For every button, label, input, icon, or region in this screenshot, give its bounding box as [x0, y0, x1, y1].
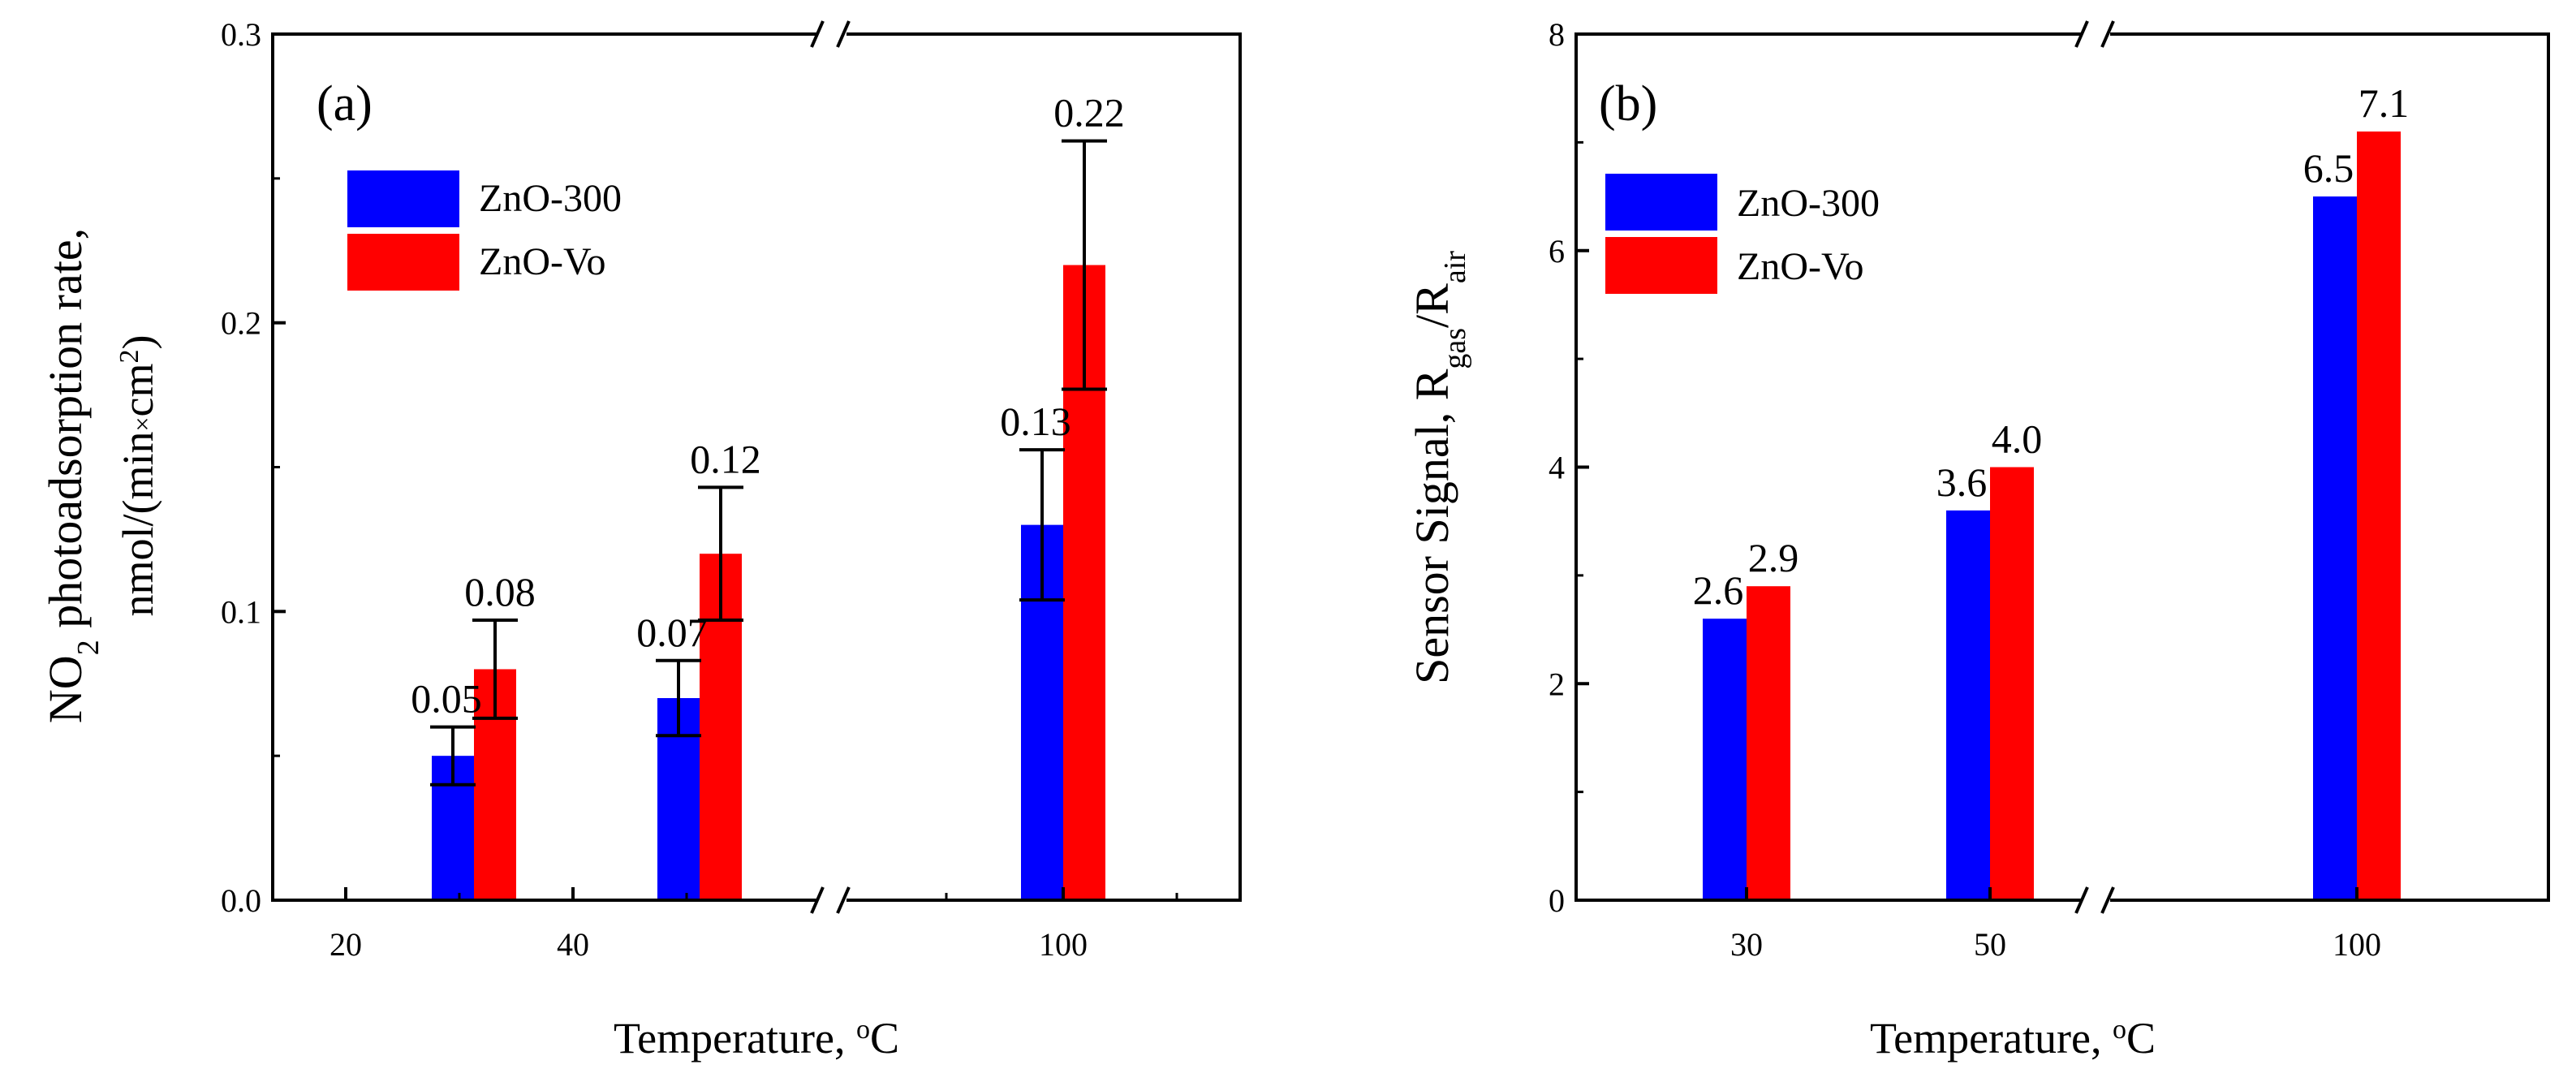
x-tick-label: 100 — [1039, 926, 1088, 963]
panel-b-y-axis-title: Sensor Signal, Rgas/Rair — [1406, 251, 1472, 684]
panel-b-bars — [1703, 131, 2401, 901]
error-bar — [430, 725, 476, 787]
error-bar — [656, 658, 701, 738]
panel-b-legend-swatch-znovo — [1605, 237, 1717, 294]
panel-a-y-axis-title: nmol/(min×cm2) — [114, 334, 162, 616]
panel-a-data-labels: 0.05 0.08 0.07 0.12 0.13 0.22 — [411, 90, 1125, 722]
data-label: 0.07 — [636, 610, 708, 655]
panel-a-break-mark — [836, 20, 851, 48]
error-bar — [472, 619, 518, 720]
bar-zno-300-100 — [2313, 196, 2357, 900]
bar-zno-300-50 — [1946, 510, 1990, 900]
data-label: 0.08 — [464, 569, 536, 614]
panel-b-ticks: 0 2 4 6 8 30 50 100 — [1549, 16, 2381, 963]
panel-a-tag: (a) — [317, 76, 373, 131]
y-tick-label: 2 — [1549, 666, 1565, 702]
panel-a-break-mark — [810, 20, 825, 48]
panel-b-break-mark — [2100, 20, 2115, 48]
data-label: 0.05 — [411, 676, 482, 722]
y-tick-label: 0.2 — [221, 305, 261, 342]
error-bar — [1019, 448, 1065, 602]
data-label: 4.0 — [1992, 416, 2043, 462]
y-tick-label: 0 — [1549, 882, 1565, 919]
x-tick-label: 100 — [2333, 926, 2381, 963]
panel-b-break-mark — [2100, 886, 2115, 914]
x-tick-label: 20 — [330, 926, 362, 963]
data-label: 3.6 — [1936, 459, 1988, 505]
panel-b-axes-frame — [1574, 20, 2550, 914]
panel-a-legend-swatch-znovo — [347, 234, 459, 291]
panel-b-tag: (b) — [1599, 76, 1657, 131]
panel-a-x-axis-title: Temperature, oC — [614, 1014, 899, 1063]
panel-b-break-mark — [2074, 20, 2089, 48]
panel-a-legend-swatch-zno300 — [347, 170, 459, 227]
data-label: 2.6 — [1693, 567, 1744, 613]
data-label: 7.1 — [2358, 80, 2410, 126]
y-tick-label: 4 — [1549, 450, 1565, 486]
data-label: 0.22 — [1053, 90, 1125, 136]
error-bar — [1062, 139, 1107, 391]
data-label: 6.5 — [2303, 145, 2354, 191]
y-tick-label: 8 — [1549, 16, 1565, 53]
panel-a-ticks: 0.0 0.1 0.2 0.3 20 40 100 — [221, 16, 1178, 963]
x-tick-label: 30 — [1730, 926, 1763, 963]
bar-zno-vo-100 — [2357, 131, 2401, 901]
panel-a-legend: ZnO-300 ZnO-Vo — [347, 170, 622, 291]
panel-a-axes-frame — [271, 20, 1242, 914]
error-bar — [698, 485, 743, 623]
panel-b-x-axis-title: Temperature, oC — [1870, 1014, 2156, 1063]
panel-b-break-mark — [2074, 886, 2089, 914]
panel-b-legend-label: ZnO-300 — [1737, 182, 1880, 225]
data-label: 0.13 — [1000, 399, 1071, 444]
data-label: 2.9 — [1748, 535, 1799, 580]
panel-a: 0.0 0.1 0.2 0.3 20 40 100 0.05 0.08 0.07 0.12 0.13… — [39, 16, 1242, 1063]
x-tick-label: 50 — [1974, 926, 2006, 963]
panel-b-data-labels: 2.62.9 3.64.0 6.57.1 — [1693, 80, 2410, 613]
data-label: 0.12 — [690, 436, 761, 481]
x-tick-label: 40 — [557, 926, 589, 963]
panel-a-break-mark — [810, 886, 825, 914]
panel-a-y-axis-title: NO2 photoadsorption rate, — [39, 228, 106, 723]
panel-a-legend-label: ZnO-Vo — [479, 240, 605, 283]
panel-b-legend-swatch-zno300 — [1605, 174, 1717, 231]
panel-b-legend-label: ZnO-Vo — [1737, 245, 1863, 288]
bar-zno-300-30 — [1703, 619, 1747, 900]
y-tick-label: 0.3 — [221, 16, 261, 53]
bar-zno-vo-30 — [1747, 586, 1790, 900]
panel-a-error-bars — [430, 139, 1107, 787]
y-tick-label: 6 — [1549, 233, 1565, 269]
panel-b: 0 2 4 6 8 30 50 100 2.62.9 3.64.0 6.57.1 (b) ZnO-… — [1406, 16, 2550, 1063]
panel-a-legend-label: ZnO-300 — [479, 177, 622, 220]
panel-a-break-mark — [836, 886, 851, 914]
y-tick-label: 0.1 — [221, 593, 261, 630]
bar-zno-vo-50 — [1990, 467, 2034, 900]
panel-b-legend: ZnO-300 ZnO-Vo — [1605, 174, 1880, 294]
y-tick-label: 0.0 — [221, 882, 261, 919]
